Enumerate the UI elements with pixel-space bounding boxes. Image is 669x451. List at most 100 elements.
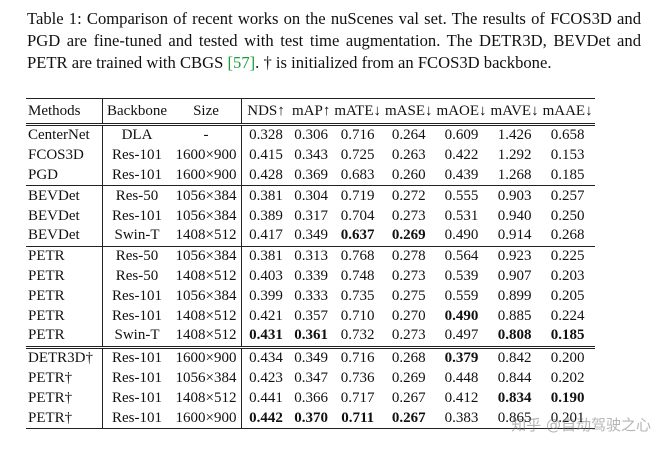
table-cell: 0.716 [340,127,375,144]
table-row: BEVDet Res-50 1056×384 0.381 0.304 0.719 0.272… [26,185,595,207]
table-cell: 0.704 [340,207,375,224]
table-cell: 0.907 [497,267,532,284]
table-cell: 1408×512 [175,307,237,324]
table-cell: 0.531 [444,207,479,224]
column-header: mAAE↓ [542,102,593,119]
table-cell: 0.328 [241,124,290,146]
table-cell: 1408×512 [175,327,237,344]
table-cell: BEVDet [28,227,80,244]
table-cell: 1600×900 [175,350,237,367]
table-cell: CenterNet [28,127,90,144]
citation[interactable]: [57] [227,53,256,72]
table-cell: 1056×384 [175,187,237,204]
table-cell: 0.379 [444,350,479,367]
table-cell: DETR3D† [28,350,93,367]
table-cell: 0.317 [294,207,329,224]
table-cell: 1600×900 [175,166,237,183]
table-cell: 0.205 [550,287,585,304]
table-cell: 0.333 [294,287,329,304]
table-cell: 0.185 [550,166,585,183]
table-cell: Swin-T [102,225,171,247]
table-cell: PGD [28,166,59,183]
table-cell: 0.422 [444,147,479,164]
table-cell: Res-101 [102,206,171,226]
table-cell: 0.903 [497,187,532,204]
table-cell: 0.153 [550,147,585,164]
table-cell: 0.439 [444,166,479,183]
column-header: Backbone [102,98,171,125]
table-cell: Swin-T [102,325,171,348]
table-cell: 1.426 [497,127,532,144]
table-cell: 0.434 [241,347,290,369]
column-header: mAVE↓ [490,102,539,119]
table-cell: 0.273 [391,327,426,344]
caption: Table 1: Comparison of recent works on t… [27,8,641,74]
table-cell: 0.923 [497,248,532,265]
table-cell: 0.442 [241,408,290,429]
table-cell: 0.267 [391,409,426,426]
table-cell: 1.292 [497,147,532,164]
table-cell: 0.257 [550,187,585,204]
table-row: PETR† Res-101 1600×900 0.442 0.370 0.711 0.267… [26,408,595,429]
table-cell: 1408×512 [175,267,237,284]
table-cell: PETR [28,287,65,304]
table-cell: 0.834 [497,389,532,406]
table-row: PETR Res-50 1408×512 0.403 0.339 0.748 0.273 0.… [26,266,595,287]
table-cell: 0.914 [497,227,532,244]
header-row: Methods Backbone Size NDS↑ mAP↑ mATE↓ mASE↓ mAO… [26,98,595,125]
caption-text: Table 1: Comparison of recent works on t… [27,9,641,72]
table-cell: 0.719 [340,187,375,204]
table-cell: - [203,127,209,144]
table-cell: 1408×512 [175,227,237,244]
table-cell: 0.421 [241,306,290,326]
table-cell: 0.399 [241,286,290,307]
table-cell: 0.555 [444,187,479,204]
table-cell: 0.273 [391,267,426,284]
table-cell: 0.899 [497,287,532,304]
table-cell: Res-101 [102,347,171,369]
table-cell: 0.190 [550,389,585,406]
table-cell: 0.415 [241,145,290,166]
table-cell: 0.268 [391,350,426,367]
table-cell: Res-101 [102,165,171,186]
table-cell: 0.842 [497,350,532,367]
table-cell: 0.304 [294,187,329,204]
table-cell: PETR [28,307,65,324]
table-cell: 0.735 [340,287,375,304]
row-group: CenterNet DLA - 0.328 0.306 0.716 0.264 0.609 1.… [26,124,595,186]
table-cell: BEVDet [28,207,80,224]
table-cell: PETR [28,327,65,344]
table-cell: 0.306 [294,127,329,144]
table-cell: 0.201 [550,409,585,426]
watermark: 知乎 @自动驾驶之心 [511,416,651,434]
table-cell: 0.366 [294,389,329,406]
table-cell: PETR† [28,369,73,386]
table-cell: 1.268 [497,166,532,183]
table-cell: 0.497 [444,327,479,344]
table-cell: 0.275 [391,287,426,304]
table-cell: PETR† [28,389,73,406]
table-row: DETR3D† Res-101 1600×900 0.434 0.349 0.716 0.2… [26,347,595,369]
table-cell: 0.273 [391,207,426,224]
table-cell: Res-101 [102,145,171,166]
table-cell: 0.268 [550,227,585,244]
table-cell: 0.711 [341,409,375,426]
column-header: Methods [28,102,81,119]
table-cell: Res-50 [102,185,171,207]
table-cell: 0.441 [241,388,290,409]
table-row: PETR Res-50 1056×384 0.381 0.313 0.768 0.278 0.… [26,246,595,267]
table-cell: 0.225 [550,248,585,265]
column-header: mAOE↓ [436,102,487,119]
table-cell: 0.269 [391,227,426,244]
table-cell: 0.349 [294,227,329,244]
table-cell: 0.185 [550,327,585,344]
table-row: PETR Res-101 1056×384 0.399 0.333 0.735 0.275 0… [26,286,595,307]
table-cell: 0.313 [294,248,329,265]
table-cell: 0.203 [550,267,585,284]
table-cell: 0.683 [340,166,375,183]
table-cell: Res-101 [102,388,171,409]
table-row: PGD Res-101 1600×900 0.428 0.369 0.683 0.260 0.… [26,165,595,186]
table-cell: 0.224 [550,307,585,324]
table-cell: 0.269 [391,369,426,386]
